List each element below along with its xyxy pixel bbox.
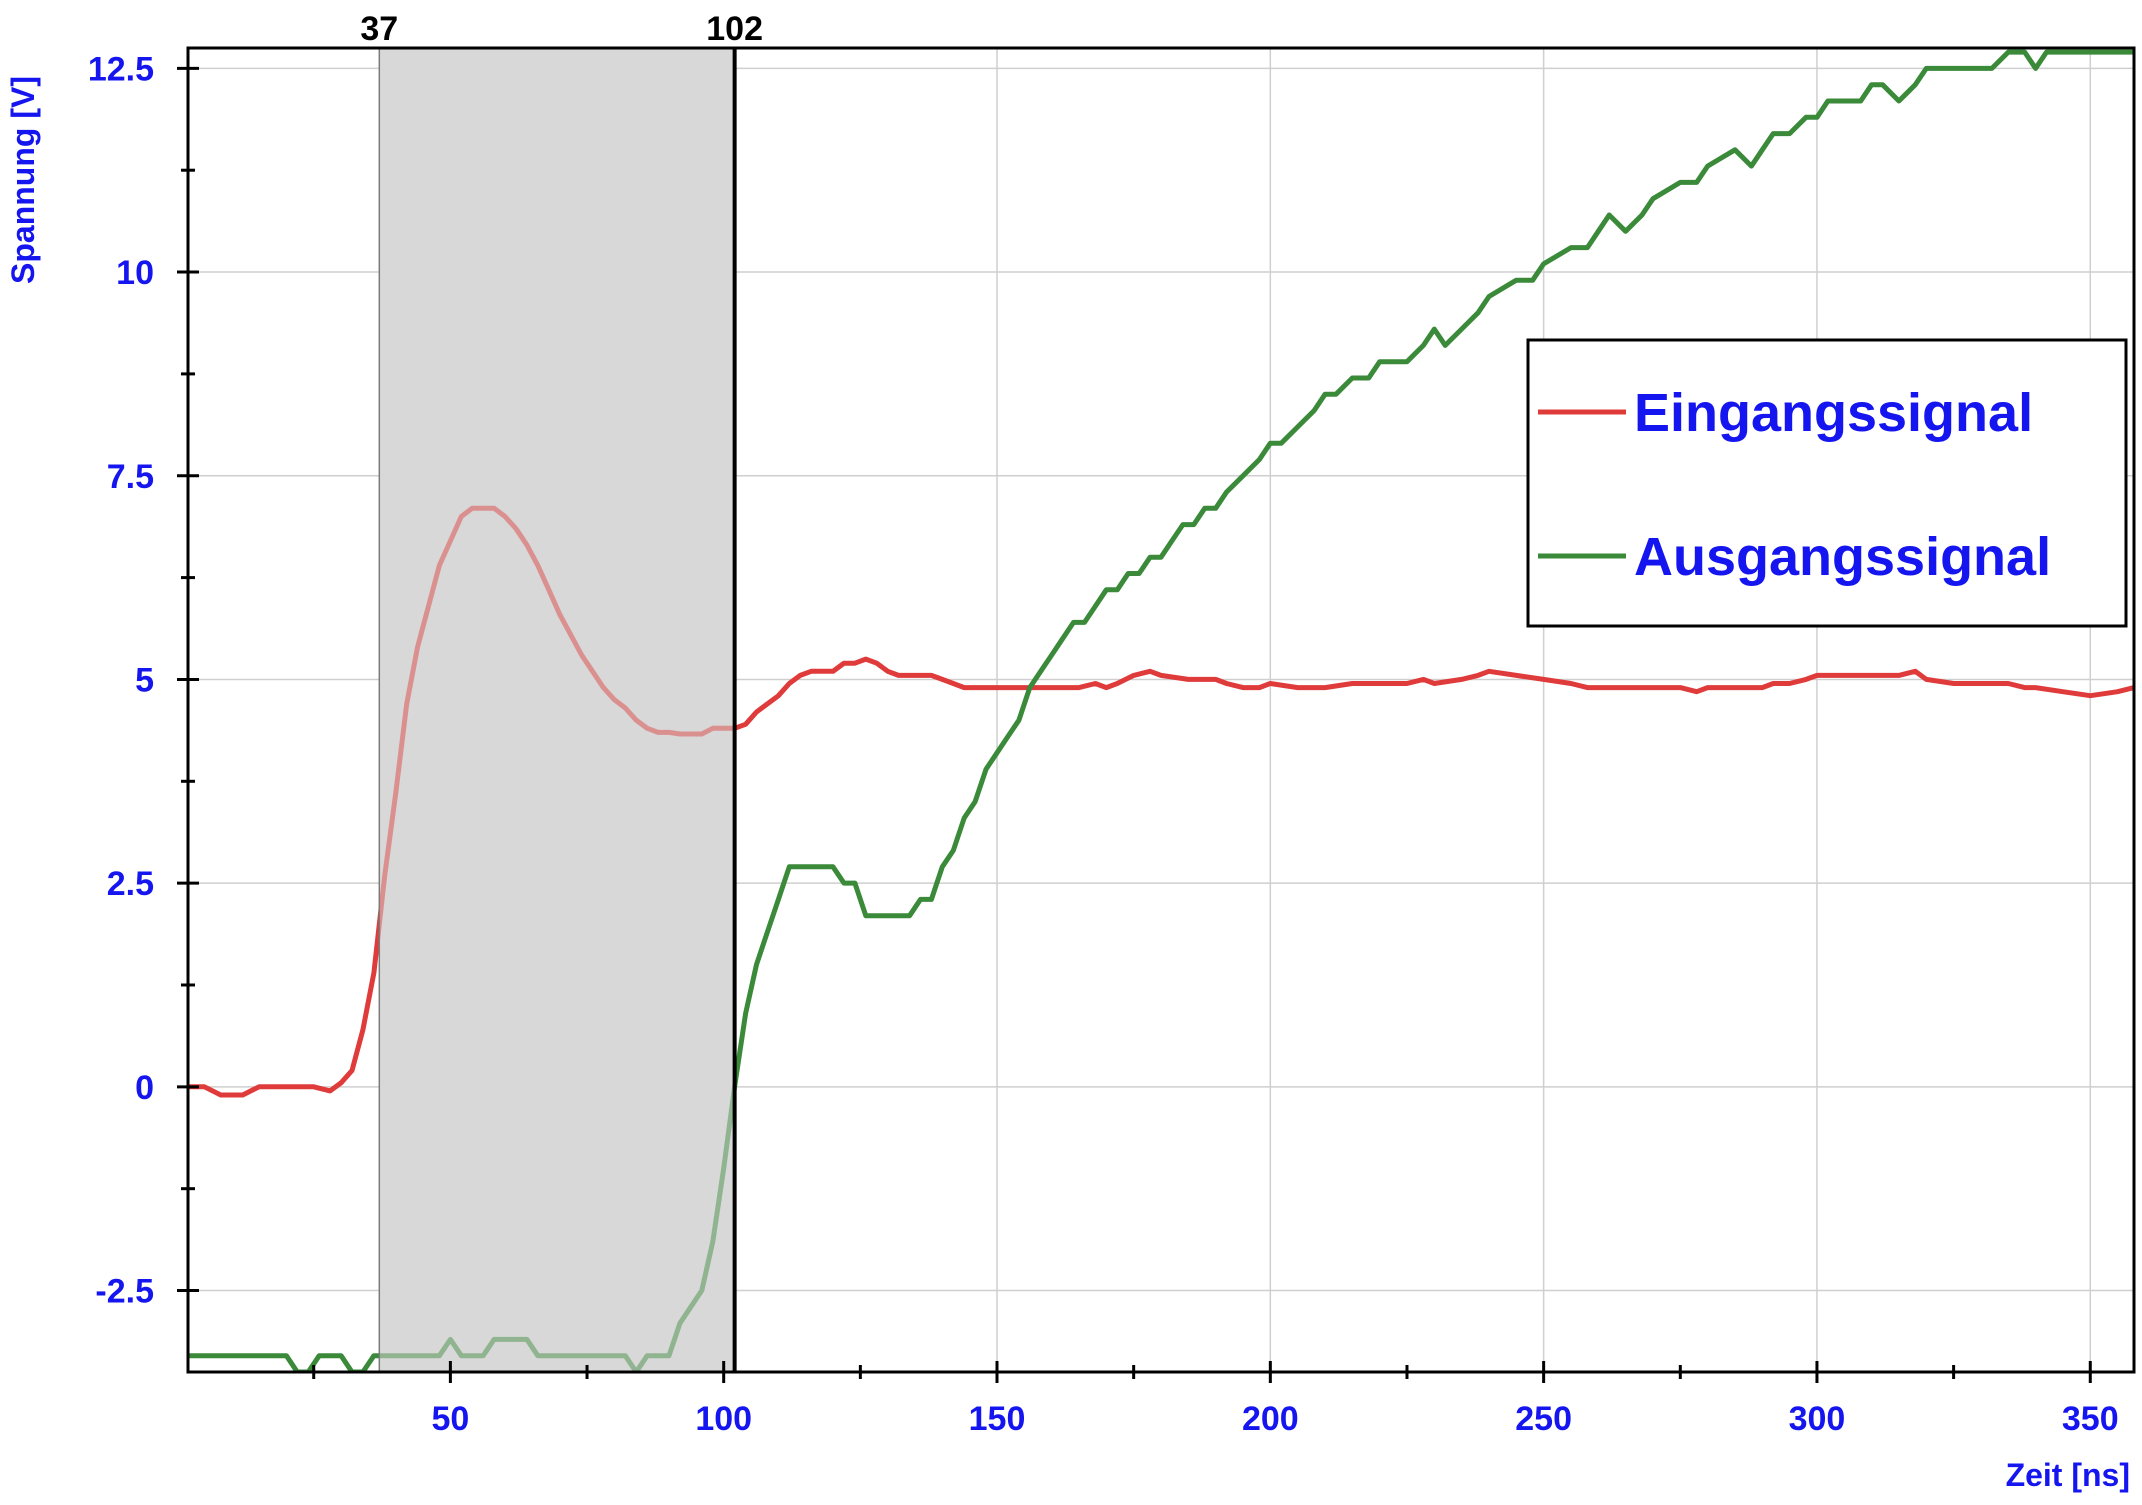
y-tick-label: 2.5 [107, 865, 154, 903]
legend-box [1526, 338, 2128, 628]
y-axis-title: Spannung [V] [5, 76, 41, 284]
y-tick-label: 12.5 [88, 50, 154, 88]
region-overlay: 37 102 [360, 10, 763, 1372]
y-tick-label: 10 [116, 254, 154, 292]
highlight-region-overlay [379, 48, 735, 1372]
legend-label: Eingangssignal [1634, 383, 2033, 443]
y-tick-label: 5 [135, 661, 154, 699]
x-tick-label: 200 [1242, 1400, 1299, 1438]
x-tick-label: 300 [1789, 1400, 1846, 1438]
legend-label: Ausgangssignal [1634, 527, 2051, 587]
legend: Eingangssignal Ausgangssignal [1526, 338, 2128, 628]
plot-border [186, 46, 2136, 1374]
x-axis-title: Zeit [ns] [2006, 1457, 2130, 1493]
y-tick-label: 7.5 [107, 458, 154, 496]
axes: -2.5 0 2.5 5 7.5 10 12.5 50 100 150 200 250 300 350 [88, 46, 2136, 1438]
x-tick-label: 150 [969, 1400, 1026, 1438]
y-tick-label: -2.5 [95, 1273, 154, 1311]
x-tick-label: 50 [431, 1400, 469, 1438]
y-tick-label: 0 [135, 1069, 154, 1107]
region-end-label: 102 [706, 10, 763, 48]
x-tick-label: 250 [1515, 1400, 1572, 1438]
x-tick-label: 100 [695, 1400, 752, 1438]
x-tick-label: 350 [2062, 1400, 2119, 1438]
region-start-label: 37 [360, 10, 398, 48]
